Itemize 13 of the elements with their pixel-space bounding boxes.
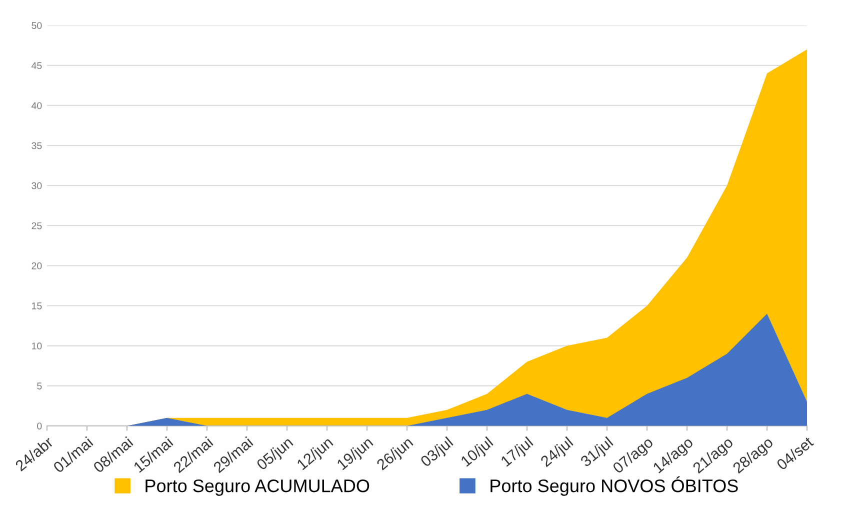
y-tick-label: 15: [32, 302, 42, 310]
y-tick-label: 0: [37, 422, 42, 430]
legend-label: Porto Seguro NOVOS ÓBITOS: [490, 476, 738, 496]
y-tick-label: 20: [32, 262, 42, 270]
y-tick-label: 25: [32, 222, 42, 230]
y-tick-label: 5: [37, 382, 42, 390]
legend-label: Porto Seguro ACUMULADO: [146, 479, 370, 496]
y-tick-label: 50: [32, 22, 42, 29]
y-tick-label: 30: [32, 182, 42, 190]
y-tick-label: 40: [32, 102, 42, 110]
y-tick-label: 10: [32, 342, 42, 350]
y-tick-label: 45: [32, 62, 42, 70]
y-tick-label: 35: [32, 142, 42, 150]
